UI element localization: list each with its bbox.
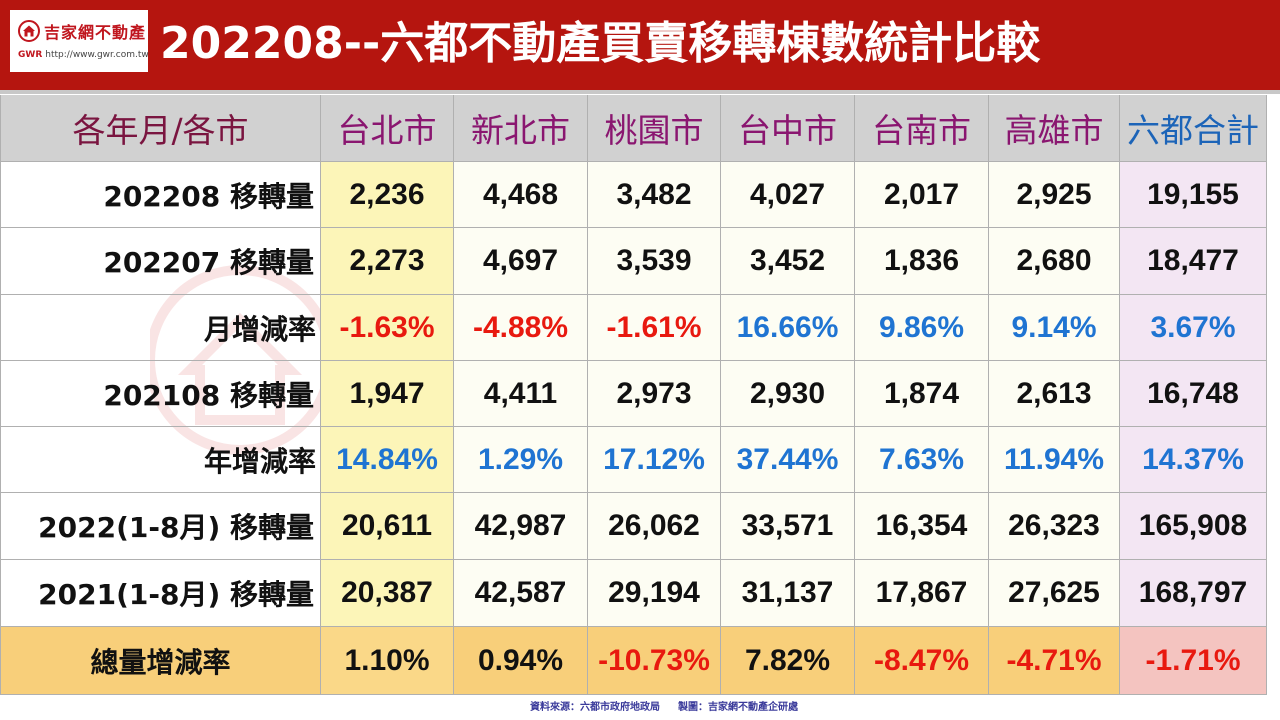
table-cell: 31,137 bbox=[721, 560, 855, 627]
table-cell: 7.82% bbox=[721, 627, 855, 695]
table-cell: 3,482 bbox=[588, 162, 721, 228]
transfer-table: 各年月/各市 台北市 新北市 桃園市 台中市 台南市 高雄市 六都合計 2022… bbox=[0, 95, 1273, 695]
table-cell: -1.63% bbox=[321, 295, 454, 361]
table-cell: 33,571 bbox=[721, 493, 855, 560]
table-cell: -1.71% bbox=[1120, 627, 1267, 695]
table-cell: 9.86% bbox=[855, 295, 989, 361]
table-cell: 17,867 bbox=[855, 560, 989, 627]
table-cell: 1,947 bbox=[321, 361, 454, 427]
column-header-tainan: 台南市 bbox=[855, 95, 989, 162]
table-cell: 26,062 bbox=[588, 493, 721, 560]
table-cell: 3.67% bbox=[1120, 295, 1267, 361]
row-label: 年增減率 bbox=[1, 427, 321, 493]
row-label: 202207 移轉量 bbox=[1, 228, 321, 295]
table-cell: 20,387 bbox=[321, 560, 454, 627]
row-label: 2021(1-8月) 移轉量 bbox=[1, 560, 321, 627]
column-header-taoyuan: 桃園市 bbox=[588, 95, 721, 162]
table-cell: 20,611 bbox=[321, 493, 454, 560]
table-cell: 29,194 bbox=[588, 560, 721, 627]
table-cell: 16,748 bbox=[1120, 361, 1267, 427]
table-cell: 2,273 bbox=[321, 228, 454, 295]
data-source: 資料來源：六都市政府地政局 bbox=[530, 702, 660, 713]
table-cell: 11.94% bbox=[989, 427, 1120, 493]
column-header-taipei: 台北市 bbox=[321, 95, 454, 162]
table-cell: 2,925 bbox=[989, 162, 1120, 228]
table-cell: 0.94% bbox=[454, 627, 588, 695]
table-cell: 16,354 bbox=[855, 493, 989, 560]
table-cell: 165,908 bbox=[1120, 493, 1267, 560]
table-cell: 26,323 bbox=[989, 493, 1120, 560]
table-cell: 4,411 bbox=[454, 361, 588, 427]
page-title: 202208--六都不動產買賣移轉棟數統計比較 bbox=[160, 18, 1041, 69]
logo-subline: GWR http://www.gwr.com.tw bbox=[18, 50, 149, 60]
table-cell: 37.44% bbox=[721, 427, 855, 493]
table-cell: 1,836 bbox=[855, 228, 989, 295]
header-divider bbox=[0, 90, 1280, 94]
row-label: 月增減率 bbox=[1, 295, 321, 361]
table-cell: 1,874 bbox=[855, 361, 989, 427]
table-cell: 2,973 bbox=[588, 361, 721, 427]
table-cell: 2,680 bbox=[989, 228, 1120, 295]
table-cell: 4,697 bbox=[454, 228, 588, 295]
column-header-taichung: 台中市 bbox=[721, 95, 855, 162]
table-cell: 1.10% bbox=[321, 627, 454, 695]
table-cell: 42,587 bbox=[454, 560, 588, 627]
table-cell: 14.37% bbox=[1120, 427, 1267, 493]
column-header-new-taipei: 新北市 bbox=[454, 95, 588, 162]
logo-name: 吉家網不動產 bbox=[44, 23, 147, 42]
table-cell: 14.84% bbox=[321, 427, 454, 493]
table-cell: 3,452 bbox=[721, 228, 855, 295]
table-cell: -4.88% bbox=[454, 295, 588, 361]
company-logo: 吉家網不動產 GWR http://www.gwr.com.tw bbox=[10, 10, 149, 72]
table-cell: -4.71% bbox=[989, 627, 1120, 695]
table-cell: 168,797 bbox=[1120, 560, 1267, 627]
table-cell: 18,477 bbox=[1120, 228, 1267, 295]
table-cell: -1.61% bbox=[588, 295, 721, 361]
column-header-six-city-total: 六都合計 bbox=[1120, 95, 1267, 162]
table-cell: 4,468 bbox=[454, 162, 588, 228]
chart-maker: 製圖：吉家網不動產企研處 bbox=[678, 702, 798, 713]
column-header-kaohsiung: 高雄市 bbox=[989, 95, 1120, 162]
table-cell: 19,155 bbox=[1120, 162, 1267, 228]
table-cell: 27,625 bbox=[989, 560, 1120, 627]
title-bar: 吉家網不動產 GWR http://www.gwr.com.tw 202208--… bbox=[0, 0, 1280, 90]
table-cell: -10.73% bbox=[588, 627, 721, 695]
table-cell: 2,930 bbox=[721, 361, 855, 427]
logo-brand: GWR bbox=[18, 50, 43, 60]
row-label: 202208 移轉量 bbox=[1, 162, 321, 228]
table-cell: 3,539 bbox=[588, 228, 721, 295]
table-cell: 4,027 bbox=[721, 162, 855, 228]
table-cell: -8.47% bbox=[855, 627, 989, 695]
row-label: 202108 移轉量 bbox=[1, 361, 321, 427]
table-cell: 1.29% bbox=[454, 427, 588, 493]
table-corner-header: 各年月/各市 bbox=[1, 95, 321, 162]
table-cell: 2,017 bbox=[855, 162, 989, 228]
table-cell: 16.66% bbox=[721, 295, 855, 361]
table-cell: 2,236 bbox=[321, 162, 454, 228]
logo-url: http://www.gwr.com.tw bbox=[45, 50, 149, 60]
table-cell: 7.63% bbox=[855, 427, 989, 493]
source-note: 資料來源：六都市政府地政局 製圖：吉家網不動產企研處 bbox=[530, 700, 816, 716]
row-label: 2022(1-8月) 移轉量 bbox=[1, 493, 321, 560]
row-label: 總量增減率 bbox=[1, 627, 321, 695]
table-cell: 42,987 bbox=[454, 493, 588, 560]
table-cell: 9.14% bbox=[989, 295, 1120, 361]
house-logo-icon bbox=[18, 20, 40, 42]
table-cell: 17.12% bbox=[588, 427, 721, 493]
table-cell: 2,613 bbox=[989, 361, 1120, 427]
